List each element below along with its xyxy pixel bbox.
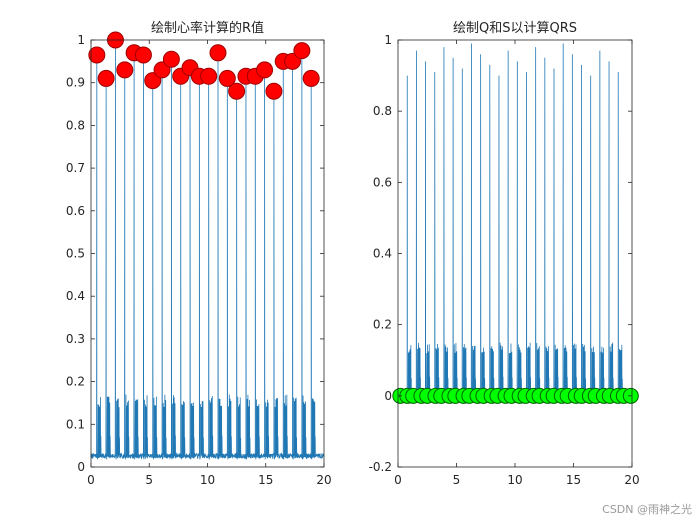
r-peak-marker [200,67,218,85]
y-axis-right: -0.2 0 0.2 0.4 0.6 0.8 1 [369,33,632,474]
r-peak-marker [144,72,162,90]
r-peak-markers [88,31,320,100]
r-peak-marker [228,82,246,100]
y-tick-label: 0.9 [66,76,85,90]
x-axis-right: 0 5 10 15 20 [394,40,640,487]
x-tick-label: 20 [316,473,331,487]
y-tick-label: 0.5 [66,247,85,261]
axes-frame-left [90,39,325,468]
r-peak-marker [265,82,283,100]
y-tick-label: 0 [384,389,392,403]
chart-title-left: 绘制心率计算的R值 [151,20,264,36]
r-peak-marker [153,61,171,79]
r-peak-marker [284,52,302,70]
y-tick-label: 0.8 [66,118,85,132]
y-tick-label: 0.7 [66,161,85,175]
x-tick-label: 0 [87,473,95,487]
x-tick-label: 10 [507,473,522,487]
y-tick-label: 0 [77,460,85,474]
x-tick-label: 0 [394,473,402,487]
y-axis-left: 0 0.1 0.2 0.3 0.4 0.5 0.6 0.7 0.8 0.9 1 [66,33,324,474]
r-peak-marker [209,44,227,62]
y-tick-label: 0.3 [66,332,85,346]
subplot-left: 0 0.1 0.2 0.3 0.4 0.5 0.6 0.7 0.8 0.9 1 0 5 10 15 20 绘… [66,20,332,487]
r-peak-marker [88,46,106,64]
y-tick-label: 0.4 [66,289,85,303]
x-tick-label: 15 [566,473,581,487]
r-peak-marker [116,61,134,79]
y-tick-label: 0.1 [66,417,85,431]
x-tick-label: 10 [200,473,215,487]
y-tick-label: -0.2 [369,460,392,474]
y-tick-label: 1 [384,33,392,47]
r-peak-marker [162,50,180,68]
r-peak-marker [97,69,115,87]
axes-frame-right [397,39,633,468]
r-peak-marker [256,61,274,79]
r-peak-marker [134,46,152,64]
y-tick-label: 0.2 [373,318,392,332]
y-tick-label: 1 [77,33,85,47]
chart-title-right: 绘制Q和S以计算QRS [453,21,577,36]
x-axis-left: 0 5 10 15 20 [87,40,332,487]
y-tick-label: 0.2 [66,375,85,389]
q-s-markers [392,387,639,404]
x-tick-label: 5 [453,473,461,487]
y-tick-label: 0.8 [373,104,392,118]
x-tick-label: 15 [258,473,273,487]
r-peak-marker [218,69,236,87]
r-peak-marker [302,69,320,87]
ecg-signal-line-left [90,39,325,460]
x-tick-label: 5 [145,473,153,487]
subplot-right: -0.200.20.40.60.81 0 5 10 15 20 绘制Q和S以计算QRS [369,21,640,487]
y-tick-label: 0.6 [373,175,392,189]
y-tick-label: 0.4 [373,247,392,261]
x-tick-label: 20 [624,473,639,487]
watermark: CSDN @雨神之光 [602,503,692,516]
y-tick-label: 0.6 [66,204,85,218]
r-peak-marker [293,42,311,60]
